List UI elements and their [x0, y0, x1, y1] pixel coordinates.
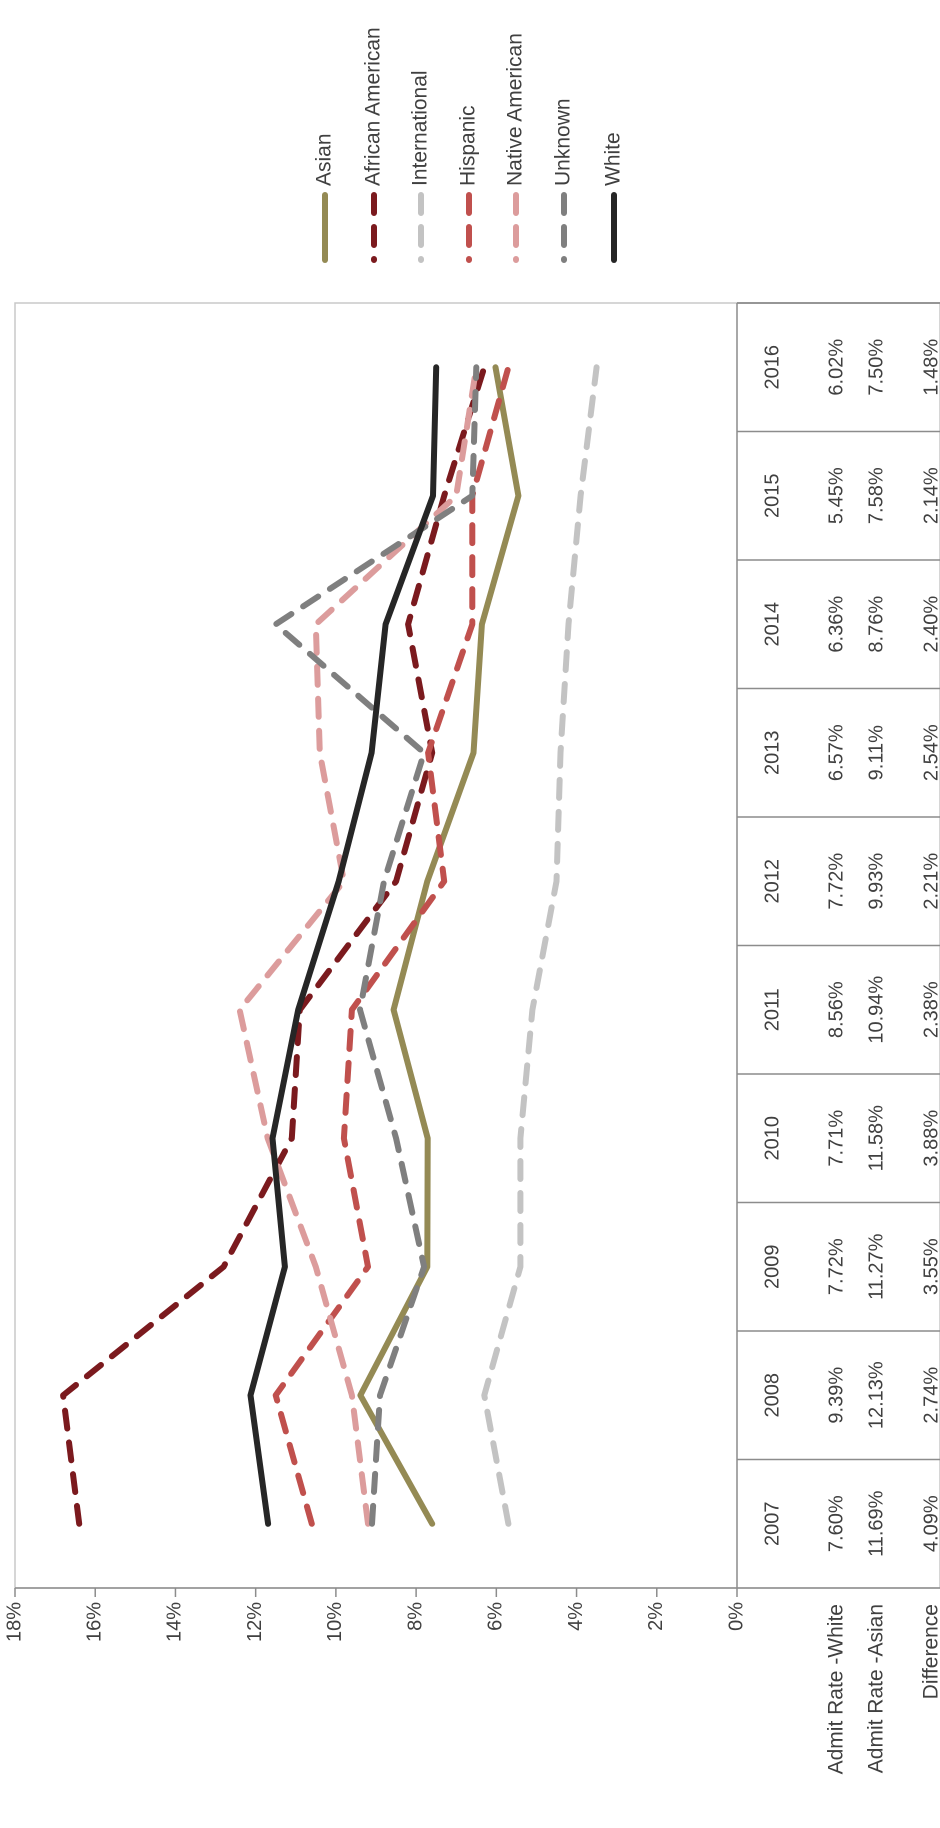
table-row-label: Admit Rate -Asian [865, 1604, 888, 1773]
series-line-asian [357, 364, 522, 1527]
value-tick-label: 16% [84, 1602, 106, 1642]
legend-label-asian: Asian [313, 133, 336, 186]
value-tick-label: 10% [324, 1602, 346, 1642]
category-label: 2011 [761, 988, 783, 1031]
table-cell: 1.48% [920, 339, 940, 396]
value-tick-label: 6% [485, 1602, 507, 1631]
table-cell: 2.74% [920, 1367, 940, 1424]
category-label: 2009 [761, 1245, 783, 1290]
value-tick-label: 18% [3, 1602, 25, 1642]
table-row-label: Admit Rate -White [825, 1604, 848, 1774]
table-cell: 9.11% [865, 725, 887, 780]
table-cell: 3.55% [920, 1238, 940, 1295]
category-label: 2008 [761, 1373, 783, 1418]
value-tick-label: 8% [404, 1602, 426, 1631]
series-line-white [247, 364, 440, 1527]
table-cell: 11.58% [865, 1105, 887, 1172]
table-cell: 7.50% [865, 339, 887, 396]
table-cell: 10.94% [865, 976, 887, 1044]
category-label: 2015 [761, 474, 783, 519]
legend-label-unknown: Unknown [552, 98, 575, 186]
table-cell: 6.02% [825, 339, 847, 396]
table-cell: 9.93% [865, 853, 887, 910]
table-cell: 9.39% [825, 1367, 847, 1424]
category-label: 2013 [761, 731, 783, 776]
table-row-label: Difference [920, 1604, 940, 1699]
table-cell: 8.56% [825, 981, 847, 1038]
legend-label-native-american: Native American [504, 33, 527, 186]
table-cell: 2.38% [920, 981, 940, 1038]
table-cell: 2.40% [920, 596, 940, 653]
legend: Asian African American International Hispan… [313, 27, 625, 263]
table-cell: 2.54% [920, 724, 940, 781]
series-line-international [481, 364, 600, 1527]
table-cell: 6.36% [825, 596, 847, 653]
value-tick-label: 14% [164, 1602, 186, 1642]
value-tick-label: 4% [565, 1602, 587, 1631]
value-tick-label: 12% [244, 1602, 266, 1642]
table-cell: 2.14% [920, 467, 940, 524]
legend-label-white: White [602, 132, 625, 186]
table-cell: 7.60% [825, 1495, 847, 1552]
table-cell: 7.71% [825, 1110, 847, 1167]
category-label: 2016 [761, 345, 783, 390]
legend-label-international: International [409, 70, 432, 186]
series-lines [60, 364, 600, 1527]
table-cell: 4.09% [920, 1495, 940, 1552]
table-cell: 3.88% [920, 1110, 940, 1167]
table-cell: 6.57% [825, 724, 847, 781]
table-cell: 11.69% [865, 1490, 887, 1557]
category-label: 2014 [761, 602, 783, 647]
table-cell: 2.21% [920, 853, 940, 910]
data-table: 2007 2008 2009 2010 2011 2012 2013 2014 2015 2016… [736, 302, 940, 1774]
category-label: 2007 [761, 1502, 783, 1547]
category-label: 2010 [761, 1116, 783, 1161]
table-cell: 7.72% [825, 1238, 847, 1295]
series-line-african-american [60, 364, 488, 1527]
table-cell: 8.76% [865, 596, 887, 653]
series-line-unknown [272, 364, 480, 1527]
table-cell: 12.13% [865, 1361, 887, 1429]
legend-label-hispanic: Hispanic [457, 105, 480, 186]
value-tick-label: 0% [725, 1602, 747, 1631]
table-cell: 5.45% [825, 467, 847, 524]
table-cell: 7.72% [825, 853, 847, 910]
category-label: 2012 [761, 859, 783, 904]
series-line-native-american [236, 364, 480, 1527]
value-tick-label: 2% [645, 1602, 667, 1631]
value-axis: 0% 2% 4% 6% 8% 10% 12% 14% 16% 18% [3, 1587, 747, 1642]
legend-label-african-american: African American [362, 27, 385, 186]
series-line-hispanic [272, 364, 512, 1527]
table-cell: 7.58% [865, 467, 887, 524]
table-cell: 11.27% [865, 1233, 887, 1300]
